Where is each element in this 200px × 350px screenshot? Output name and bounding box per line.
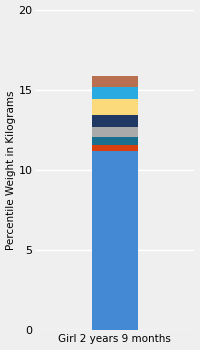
Bar — [92, 99, 138, 114]
Bar — [92, 114, 138, 127]
Bar — [92, 76, 138, 86]
Bar — [92, 150, 138, 330]
Bar — [92, 86, 138, 99]
Bar — [92, 127, 138, 137]
Bar — [92, 145, 138, 150]
Bar — [92, 137, 138, 145]
Y-axis label: Percentile Weight in Kilograms: Percentile Weight in Kilograms — [6, 90, 16, 250]
